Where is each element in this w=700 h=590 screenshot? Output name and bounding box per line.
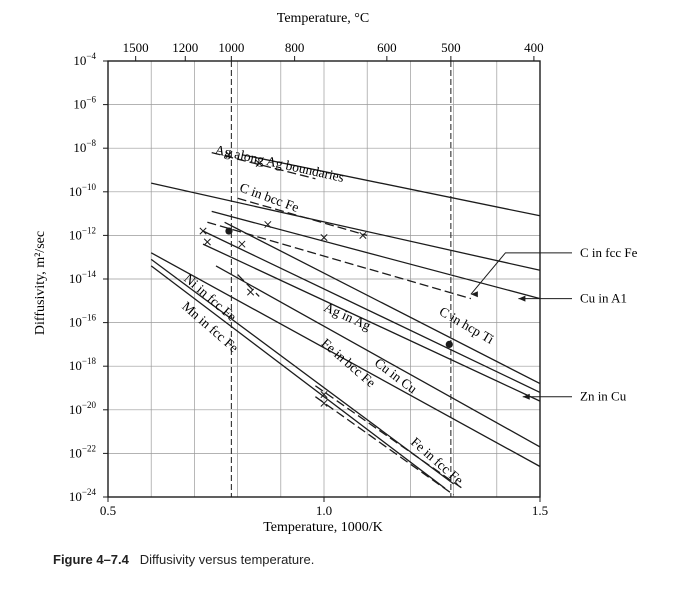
callout-arrowhead [522,393,530,400]
figure-number: Figure 4–7.4 [53,552,129,567]
x-axis-top-title: Temperature, °C [277,11,369,26]
data-point-dot [225,227,233,235]
data-point-x [320,390,328,399]
callout-label-c-in-fcc-fe: C in fcc Fe [580,245,638,260]
series-fe-in-fcc-fe [315,396,454,496]
series-zn-in-cu [202,243,541,402]
x-top-tick-label: 500 [441,40,461,55]
y-tick-label: 10−22 [69,443,96,460]
series-lines [150,151,541,496]
y-axis-title: Diffusivity, m²/sec [33,231,48,335]
data-markers [199,151,453,407]
series-fe-in-bcc-fe [150,252,541,468]
data-point-x [247,288,255,296]
series-ag-along-ag-boundaries [211,151,316,180]
series-ag-along-ag-boundaries [241,154,541,217]
data-point-x [320,234,328,242]
figure-caption: Figure 4–7.4 Diffusivity versus temperat… [53,552,314,567]
x-top-tick-label: 600 [377,40,397,55]
series-cu-in-a1 [211,210,541,300]
y-tick-label: 10−10 [69,182,97,199]
data-point-x [225,151,233,159]
data-point-x [238,240,246,248]
x-bottom-tick-label: 1.0 [316,503,332,518]
callout-label-zn-in-cu: Zn in Cu [580,389,627,404]
series-mn-in-fcc-fe [150,265,446,489]
series-ni-in-fcc-fe [150,258,454,485]
y-tick-label: 10−14 [69,269,97,286]
x-bottom-tick-label: 1.5 [532,503,548,518]
data-point-x [203,238,211,246]
data-point-x [255,159,263,168]
series-fe-in-bcc-fe [237,274,260,297]
y-tick-label: 10−20 [69,400,97,417]
callout-labels: C in fcc Fe Cu in A1 Zn in Cu [470,245,638,404]
y-tick-label: 10−6 [73,95,96,112]
data-point-x [199,227,207,235]
y-tick-label: 10−24 [69,487,97,504]
figure-caption-text: Diffusivity versus temperature. [139,552,315,567]
y-tick-label: 10−12 [69,225,96,242]
series-ag-in-ag [202,230,541,393]
data-point-dot [445,340,453,348]
y-tick-label: 10−4 [73,51,96,68]
y-tick-label: 10−16 [69,313,97,330]
reference-lines [230,61,452,497]
series-label-fe-in-fcc-fe: Fe in fcc Fe [408,434,466,487]
series-c-in-hcp-ti [224,221,541,385]
callout-arrowhead [518,295,526,302]
series-c-in-fcc-fe [207,221,472,300]
data-point-x [359,231,367,239]
x-bottom-tick-label: 0.5 [100,503,116,518]
x-axis-bottom-title: Temperature, 1000/K [263,520,383,535]
data-point-x [264,220,272,229]
x-top-tick-label: 800 [285,40,305,55]
series-label-c-in-hcp-ti: C in hcp Ti [437,304,497,347]
series-fe-in-fcc-fe [315,385,463,489]
callout-leader-c-in-fcc-fe [470,252,572,295]
callout-arrowhead [470,291,478,298]
series-cu-in-cu [215,265,541,448]
data-point-x [320,399,328,407]
x-top-tick-label: 1000 [218,40,244,55]
x-top-tick-label: 1200 [172,40,198,55]
series-c-in-bcc-fe [151,182,541,271]
series-label-fe-in-bcc-fe: Fe in bcc Fe [319,335,379,390]
x-top-tick-label: 1500 [123,40,149,55]
axis-ticks: 10−4 10−6 10−8 10−10 10−12 10−14 10−16 10−18 10−… [69,40,548,518]
x-top-tick-label: 400 [524,40,544,55]
callout-label-cu-in-a1: Cu in A1 [580,291,627,306]
y-tick-label: 10−18 [69,356,97,373]
series-label-ag-in-ag: Ag in Ag [322,299,374,333]
y-tick-label: 10−8 [73,138,96,155]
